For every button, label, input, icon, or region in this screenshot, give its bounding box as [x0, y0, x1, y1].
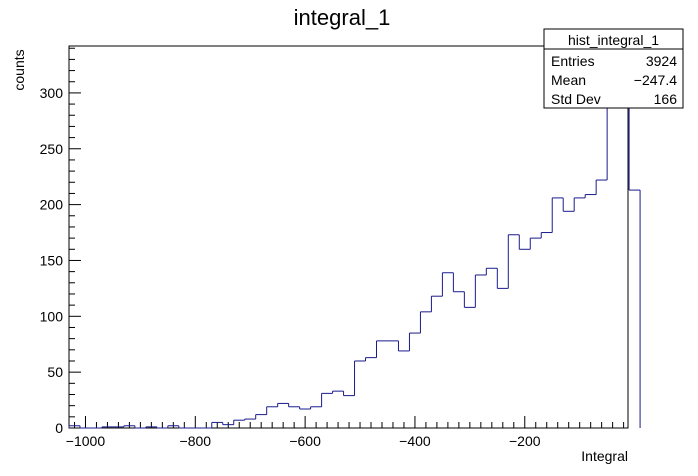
histogram-bin — [441, 272, 454, 297]
histogram-bin — [68, 425, 80, 428]
stats-row-label: Entries — [551, 53, 595, 69]
x-tick-label: −400 — [399, 433, 431, 449]
y-tick-label: 100 — [40, 308, 64, 324]
histogram-bin — [332, 390, 344, 394]
histogram-bin — [507, 234, 520, 289]
histogram-bin — [540, 232, 553, 239]
histogram-bin — [365, 357, 377, 361]
stats-row-label: Mean — [551, 72, 586, 88]
y-axis-label: counts — [11, 49, 27, 90]
histogram-bin — [343, 391, 355, 397]
x-axis-label: Integral — [581, 448, 628, 464]
histogram-bin — [529, 237, 542, 250]
chart-title: integral_1 — [294, 5, 391, 30]
histogram-bin — [255, 414, 267, 420]
histogram-bin — [397, 340, 410, 352]
y-tick-label: 150 — [40, 252, 64, 268]
y-tick-label: 250 — [40, 141, 64, 157]
histogram-bin — [288, 403, 300, 408]
histogram-bin — [156, 426, 168, 429]
x-tick-label: −600 — [289, 433, 321, 449]
stats-box: hist_integral_1 Entries 3924 Mean −247.4 Std … — [543, 28, 684, 109]
histogram-bin — [79, 425, 91, 429]
x-tick-label: −200 — [509, 433, 541, 449]
histogram-bin — [496, 268, 509, 289]
histogram-bin — [299, 406, 311, 410]
stats-row-value: −247.4 — [634, 72, 677, 88]
stats-box-frame — [543, 28, 684, 109]
histogram-bin — [584, 194, 597, 198]
histogram-bin — [134, 425, 146, 429]
histogram-bin — [354, 360, 366, 396]
histogram-bin — [430, 295, 443, 312]
histogram-bin — [606, 103, 619, 181]
histogram-bin — [474, 274, 487, 308]
histogram-bin — [452, 272, 465, 293]
histogram-bin — [518, 234, 531, 250]
histogram-bin — [551, 197, 564, 233]
x-tick-label: −800 — [180, 433, 212, 449]
histogram-bin — [419, 311, 432, 334]
histogram-bin — [178, 425, 190, 429]
histogram-bin — [463, 291, 476, 308]
histogram-bin — [101, 426, 113, 428]
plot-frame — [68, 45, 629, 429]
histogram-bin — [408, 332, 421, 351]
histogram-bin — [145, 426, 157, 428]
histogram-bin — [573, 197, 586, 212]
histogram-bin — [222, 422, 234, 426]
y-tick-label: 0 — [55, 420, 63, 436]
histogram-bin — [376, 340, 388, 358]
histogram-bin — [211, 421, 223, 428]
plot-area: −1000 −800 −600 −400 −200 0 50 100 150 200 250 300 — [40, 45, 641, 449]
histogram-bin — [233, 419, 245, 425]
histogram-bin — [321, 392, 333, 407]
y-tick-label: 200 — [40, 197, 64, 213]
histogram-bin — [167, 425, 179, 428]
stats-row-value: 3924 — [646, 53, 677, 69]
histogram-bin — [310, 406, 322, 410]
y-tick-label: 50 — [47, 364, 63, 380]
x-tick-label: −1000 — [66, 433, 106, 449]
y-tick-label: 300 — [40, 85, 64, 101]
histogram-bin — [123, 425, 135, 427]
histogram-bin — [595, 179, 608, 195]
stats-box-name: hist_integral_1 — [568, 32, 659, 48]
histogram-bin — [277, 402, 289, 407]
stats-row-value: 166 — [654, 91, 678, 107]
stats-row-label: Std Dev — [551, 91, 601, 107]
histogram-bin — [562, 197, 575, 212]
histogram-bin — [244, 418, 256, 421]
histogram-bin — [266, 406, 278, 415]
histogram-bin — [485, 267, 498, 275]
